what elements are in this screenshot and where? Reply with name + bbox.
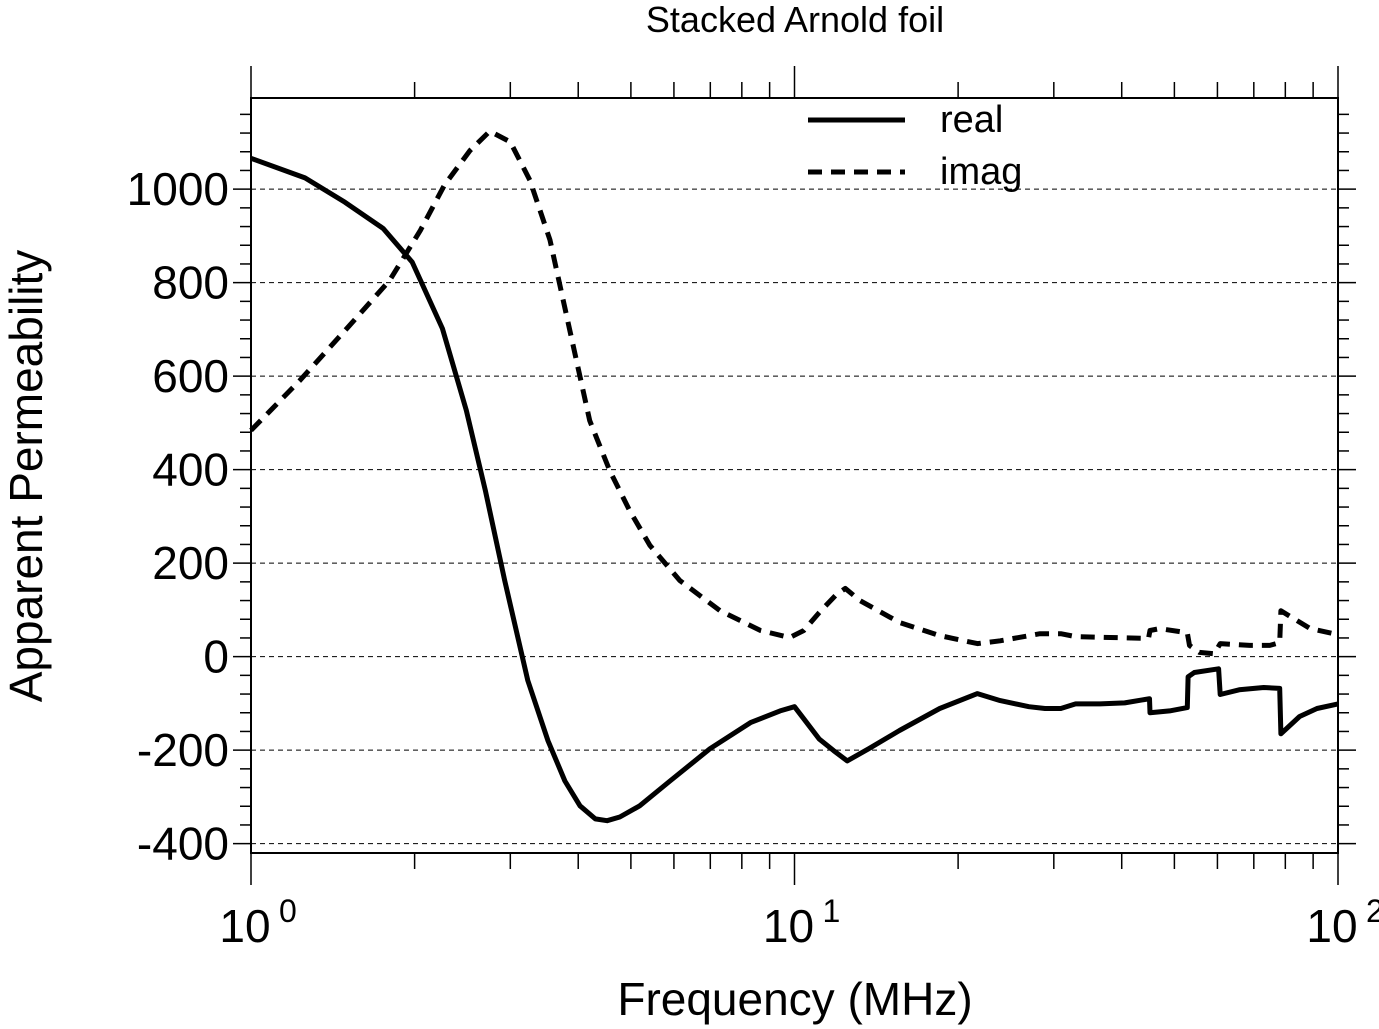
y-tick-label: -400	[137, 818, 229, 870]
y-tick-label: 200	[152, 537, 229, 589]
y-tick-label: 600	[152, 350, 229, 402]
y-axis-label: Apparent Permeability	[0, 250, 52, 703]
y-tick-label: -200	[137, 724, 229, 776]
axis-ticks	[233, 66, 1356, 885]
y-tick-labels: -400 -200 0 200 400 600 800 1000	[127, 163, 229, 869]
plot-frame	[250, 97, 1339, 854]
x-tick-label: 10	[219, 900, 270, 952]
x-tick-exponent: 1	[823, 893, 841, 929]
x-tick-label: 10	[1306, 900, 1357, 952]
series-line-real	[250, 155, 1339, 824]
x-tick-label: 10	[763, 900, 814, 952]
y-tick-label: 800	[152, 257, 229, 309]
series-lines	[249, 128, 1339, 824]
x-axis-label: Frequency (MHz)	[617, 973, 972, 1025]
x-tick-exponent: 2	[1366, 893, 1379, 929]
grid	[251, 188, 1338, 845]
chart-title: Stacked Arnold foil	[646, 0, 944, 40]
series-line-imag	[249, 128, 1339, 657]
legend-label-real: real	[940, 99, 1003, 141]
x-tick-labels: 10 0 10 1 10 2	[219, 893, 1379, 952]
x-tick-exponent: 0	[279, 893, 297, 929]
y-tick-label: 400	[152, 444, 229, 496]
legend-label-imag: imag	[940, 151, 1022, 193]
y-tick-label: 1000	[127, 163, 229, 215]
legend: real imag	[808, 99, 1022, 193]
y-tick-label: 0	[203, 631, 229, 683]
